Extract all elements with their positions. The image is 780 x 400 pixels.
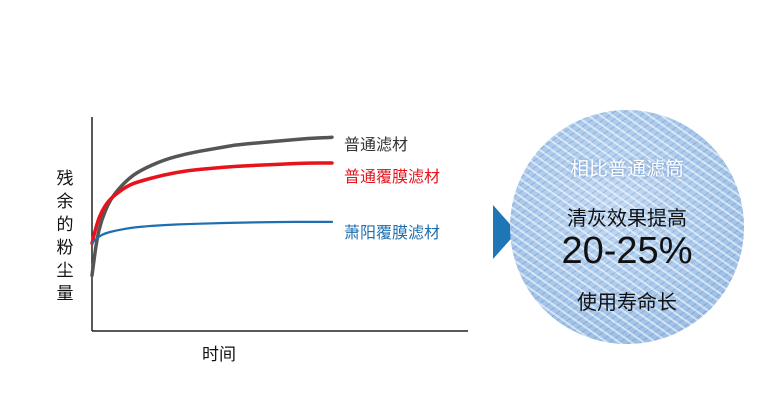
- badge-cleaning-text: 清灰效果提高: [567, 206, 687, 230]
- x-axis-label: 时间: [202, 345, 236, 365]
- comparison-badge: 相比普通滤筒 清灰效果提高 20-25% 使用寿命长: [510, 110, 744, 344]
- legend-ordinary-filter: 普通滤材: [344, 135, 409, 154]
- legend-ordinary-membrane-filter: 普通覆膜滤材: [344, 167, 441, 186]
- badge-lifespan-text: 使用寿命长: [577, 290, 677, 314]
- series-line-ordinary-membrane-filter: [90, 161, 334, 246]
- series-line-xiaoyang-membrane-filter: [90, 220, 334, 245]
- badge-percent: 20-25%: [561, 230, 693, 272]
- series-line-ordinary-filter: [90, 135, 334, 278]
- badge-compare-text: 相比普通滤筒: [569, 158, 684, 180]
- legend-xiaoyang-membrane-filter: 萧阳覆膜滤材: [344, 223, 441, 242]
- y-axis-label: 残余的粉尘量: [56, 169, 74, 304]
